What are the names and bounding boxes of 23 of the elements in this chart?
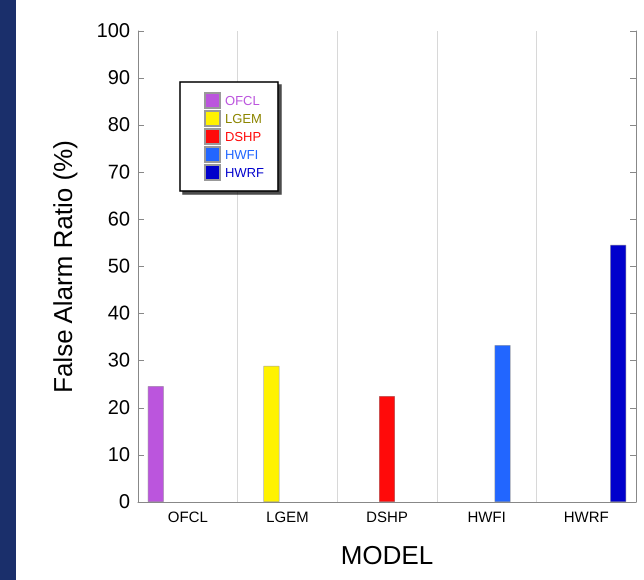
legend-label: DSHP	[225, 129, 262, 144]
y-tick-label: 20	[108, 396, 130, 419]
legend-label: LGEM	[225, 111, 262, 126]
y-tick-label: 70	[108, 161, 130, 184]
y-tick-label: 30	[108, 350, 130, 372]
y-tick-label: 90	[108, 67, 130, 90]
legend-label: OFCL	[225, 93, 260, 108]
legend-label: HWRF	[225, 165, 264, 180]
y-tick-label: 10	[108, 444, 130, 466]
x-tick-label: DSHP	[366, 509, 408, 526]
x-tick-label: HWFI	[467, 509, 506, 526]
y-axis-title: False Alarm Ratio (%)	[48, 140, 78, 393]
y-tick-label: 80	[108, 114, 130, 136]
y-tick-label: 0	[118, 491, 130, 513]
x-tick-label: HWRF	[564, 509, 609, 526]
x-axis-title: MODEL	[340, 540, 434, 570]
y-tick-label: 50	[108, 256, 130, 278]
x-tick-label: OFCL	[168, 509, 208, 526]
y-tick-label: 40	[108, 302, 130, 325]
y-tick-label: 60	[108, 208, 130, 230]
x-tick-label: LGEM	[266, 509, 309, 526]
legend-label: HWFI	[225, 147, 258, 162]
y-tick-label: 100	[96, 20, 130, 42]
